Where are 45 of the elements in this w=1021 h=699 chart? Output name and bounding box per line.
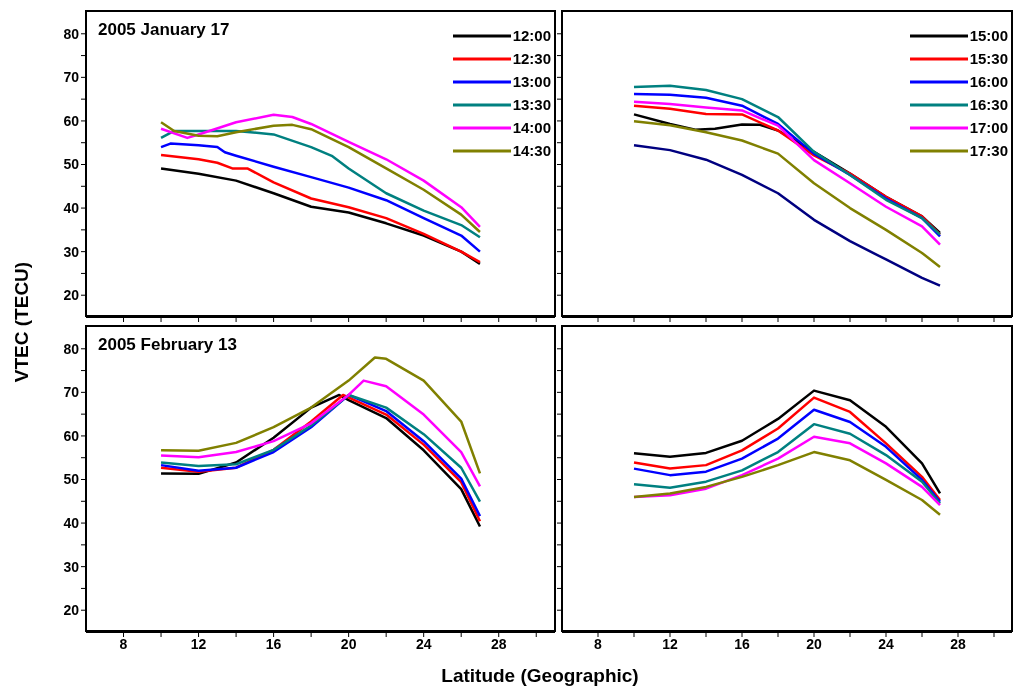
- y-tick-label: 50: [63, 471, 80, 488]
- legend-label: 15:00: [969, 27, 1008, 44]
- y-tick-label: 30: [63, 243, 80, 260]
- legend-label: 16:00: [969, 73, 1008, 90]
- annotation: 2005 February 13: [98, 335, 237, 355]
- legend-label: 14:00: [512, 119, 551, 136]
- y-axis-title: VTEC (TECU): [11, 261, 33, 383]
- x-tick-label: 16: [265, 635, 282, 652]
- legend-label: 12:00: [512, 27, 551, 44]
- y-tick-label: 60: [63, 427, 80, 444]
- legend-label: 17:30: [969, 142, 1008, 159]
- legend-label: 15:30: [969, 50, 1008, 67]
- x-axis-title: Latitude (Geographic): [441, 665, 639, 687]
- x-tick-label: 12: [190, 635, 207, 652]
- legend-label: 16:30: [969, 96, 1008, 113]
- x-tick-label: 20: [340, 635, 357, 652]
- legend-label: 13:00: [512, 73, 551, 90]
- y-tick-label: 80: [63, 340, 80, 357]
- x-tick-label: 24: [878, 635, 894, 652]
- legend-label: 17:00: [969, 119, 1008, 136]
- legend-label: 14:30: [512, 142, 551, 159]
- y-tick-label: 70: [63, 384, 80, 401]
- x-tick-label: 28: [950, 635, 966, 652]
- y-tick-label: 40: [63, 515, 80, 532]
- x-tick-label: 20: [806, 635, 822, 652]
- line-series: [159, 379, 482, 488]
- line-series: [159, 356, 482, 475]
- x-tick-label: 16: [734, 635, 750, 652]
- x-tick-label: 24: [415, 635, 432, 652]
- x-tick-label: 8: [594, 635, 603, 652]
- x-tick-label: 12: [662, 635, 678, 652]
- y-tick-label: 30: [63, 558, 80, 575]
- y-tick-label: 80: [63, 25, 80, 42]
- y-tick-label: 70: [63, 69, 80, 86]
- y-tick-label: 50: [63, 156, 80, 173]
- legend-label: 12:30: [512, 50, 551, 67]
- y-tick-label: 40: [63, 200, 80, 217]
- line-series: [159, 142, 482, 253]
- x-tick-label: 8: [119, 635, 128, 652]
- y-tick-label: 20: [63, 602, 80, 619]
- y-tick-label: 20: [63, 287, 80, 304]
- y-tick-label: 60: [63, 112, 80, 129]
- legend-label: 13:30: [512, 96, 551, 113]
- x-tick-label: 28: [490, 635, 507, 652]
- annotation: 2005 January 17: [98, 20, 230, 40]
